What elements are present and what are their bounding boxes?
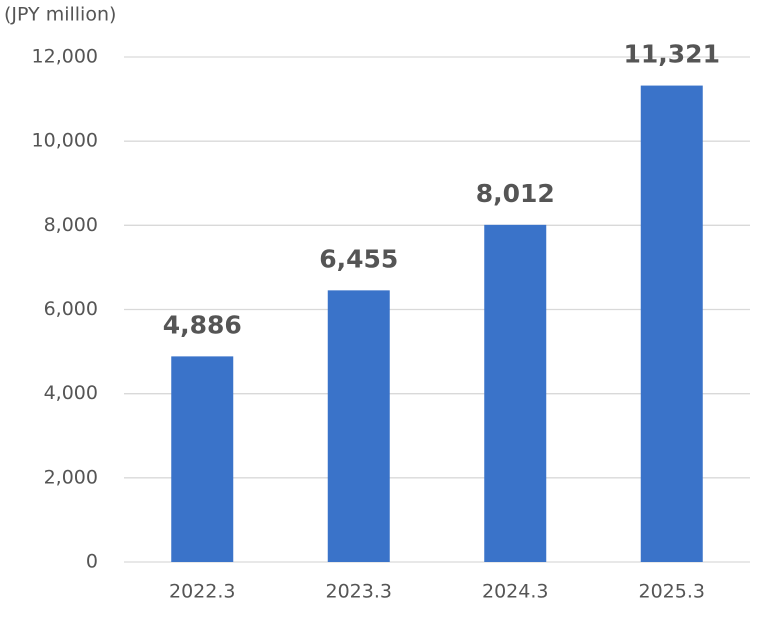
y-axis-label: (JPY million) [4,4,116,26]
data-label: 11,321 [624,40,720,69]
x-tick-label: 2022.3 [169,581,235,603]
y-tick-label: 2,000 [44,466,98,488]
y-tick-label: 10,000 [32,130,98,152]
x-tick-label: 2023.3 [326,581,392,603]
bar [171,356,234,562]
bar [640,85,703,562]
y-tick-label: 4,000 [44,382,98,404]
y-tick-label: 6,000 [44,298,98,320]
x-tick-label: 2025.3 [639,581,705,603]
bar [484,224,547,562]
y-tick-label: 8,000 [44,214,98,236]
y-tick-label: 12,000 [32,46,98,68]
bar [327,290,390,562]
y-tick-label: 0 [86,551,98,573]
x-tick-label: 2024.3 [482,581,548,603]
data-label: 6,455 [319,244,398,273]
data-label: 4,886 [163,310,242,339]
data-label: 8,012 [476,179,555,208]
